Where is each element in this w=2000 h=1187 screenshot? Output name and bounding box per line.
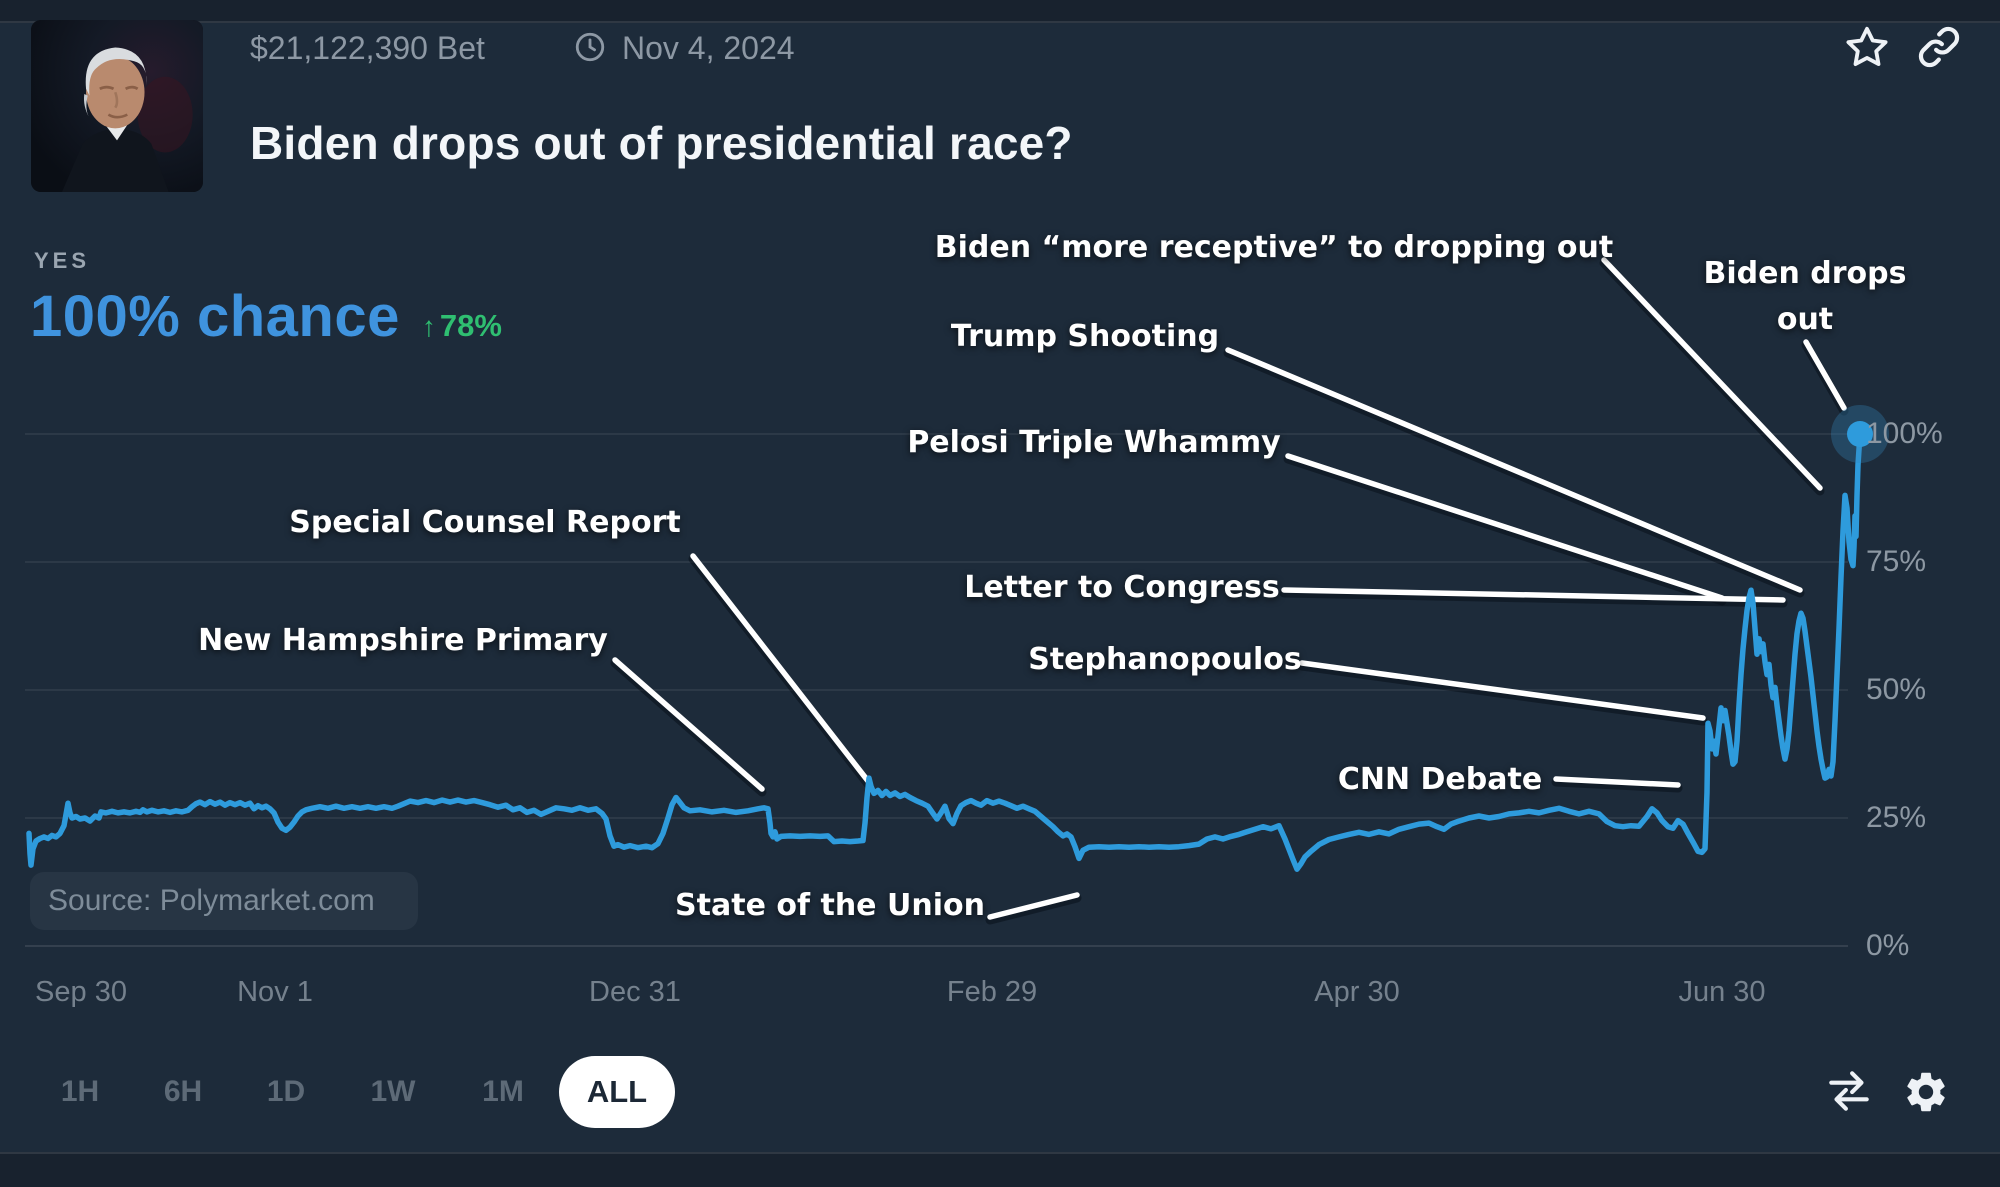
annotation-cnn-debate: CNN Debate (1337, 762, 1543, 797)
y-axis-label-75: 75% (1866, 545, 1927, 578)
outcome-label: YES (34, 248, 91, 273)
market-title: Biden drops out of presidential race? (250, 117, 1073, 169)
annotation-pelosi-triple-whammy: Pelosi Triple Whammy (907, 425, 1281, 460)
timeframe-1m[interactable]: 1M (482, 1075, 524, 1108)
x-axis-label-jun-30: Jun 30 (1678, 976, 1766, 1008)
top-divider (0, 0, 2000, 23)
annotation-stephanopoulos: Stephanopoulos (1028, 642, 1302, 677)
chance-value: 100% chance (30, 284, 400, 349)
x-axis-label-feb-29: Feb 29 (946, 976, 1038, 1008)
y-axis-label-25: 25% (1866, 801, 1927, 834)
star-icon[interactable] (1844, 24, 1890, 70)
annotation-state-of-the-union: State of the Union (675, 888, 985, 923)
y-axis-label-50: 50% (1866, 673, 1927, 706)
biden-portrait-image (31, 20, 203, 192)
clock-icon (573, 30, 607, 64)
annotation-trump-shooting: Trump Shooting (950, 319, 1220, 354)
bet-amount: $21,122,390 Bet (250, 29, 485, 66)
x-axis-label-nov-1: Nov 1 (237, 976, 313, 1008)
market-date: Nov 4, 2024 (622, 29, 795, 66)
source-watermark: Source: Polymarket.com (30, 872, 418, 930)
y-axis-label-100: 100% (1866, 417, 1943, 450)
y-axis-label-0: 0% (1866, 929, 1910, 962)
x-axis-label-sep-30: Sep 30 (35, 976, 127, 1008)
timeframe-1w[interactable]: 1W (370, 1075, 416, 1108)
link-icon[interactable] (1916, 24, 1962, 70)
bottom-divider (0, 1152, 2000, 1187)
timeframe-6h[interactable]: 6H (163, 1075, 203, 1108)
annotation-letter-to-congress: Letter to Congress (964, 570, 1280, 605)
swap-horizontal-icon[interactable] (1824, 1066, 1874, 1116)
timeframe-all[interactable]: ALL (559, 1056, 675, 1128)
annotation-more-receptive: Biden “more receptive” to dropping out (934, 230, 1614, 265)
timeframe-1d[interactable]: 1D (266, 1075, 306, 1108)
x-axis-label-apr-30: Apr 30 (1314, 976, 1400, 1008)
chance-delta: ↑ 78% (421, 308, 502, 343)
annotation-special-counsel-report: Special Counsel Report (289, 505, 681, 540)
annotation-new-hampshire-primary: New Hampshire Primary (198, 623, 608, 658)
timeframe-1h[interactable]: 1H (60, 1075, 100, 1108)
x-axis-label-dec-31: Dec 31 (589, 976, 681, 1008)
up-arrow-icon: ↑ (421, 311, 436, 342)
gear-icon[interactable] (1902, 1068, 1950, 1116)
annotation-biden-drops-out: Biden drops out (1703, 256, 1907, 337)
avatar (31, 20, 203, 192)
